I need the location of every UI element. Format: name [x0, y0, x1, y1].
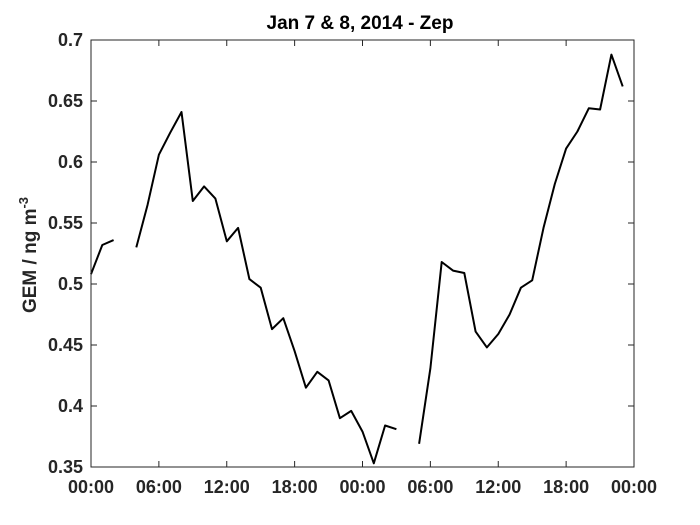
y-tick-label: 0.55: [48, 213, 83, 233]
y-tick-label: 0.4: [58, 396, 83, 416]
y-tick-label: 0.6: [58, 152, 83, 172]
x-tick-label: 12:00: [475, 477, 521, 497]
plot-series: [90, 53, 624, 465]
axis-ticks: [90, 39, 635, 468]
series-line-segment: [135, 111, 397, 465]
y-tick-label: 0.5: [58, 274, 83, 294]
y-tick-label: 0.7: [58, 30, 83, 50]
chart-title: Jan 7 & 8, 2014 - Zep: [267, 13, 454, 34]
x-tick-label: 18:00: [543, 477, 589, 497]
plot-frame: [90, 39, 635, 468]
x-tick-label: 00:00: [611, 477, 657, 497]
x-tick-label: 06:00: [407, 477, 453, 497]
y-axis-label: GEM / ng m-3: [16, 197, 41, 313]
tick-labels: 00:00 06:00 12:00 18:00 00:00 06:00 12:00 18:00…: [48, 30, 657, 497]
x-tick-label: 18:00: [272, 477, 318, 497]
series-line-segment: [418, 53, 624, 444]
x-tick-label: 06:00: [136, 477, 182, 497]
y-tick-label: 0.45: [48, 335, 83, 355]
series-line-segment: [90, 239, 114, 275]
y-axis-label-superscript: -3: [16, 197, 31, 209]
x-tick-label: 00:00: [339, 477, 385, 497]
x-tick-label: 00:00: [68, 477, 114, 497]
y-tick-label: 0.65: [48, 91, 83, 111]
x-tick-label: 12:00: [204, 477, 250, 497]
y-tick-label: 0.35: [48, 457, 83, 477]
y-axis-label-text: GEM / ng m: [20, 209, 41, 314]
